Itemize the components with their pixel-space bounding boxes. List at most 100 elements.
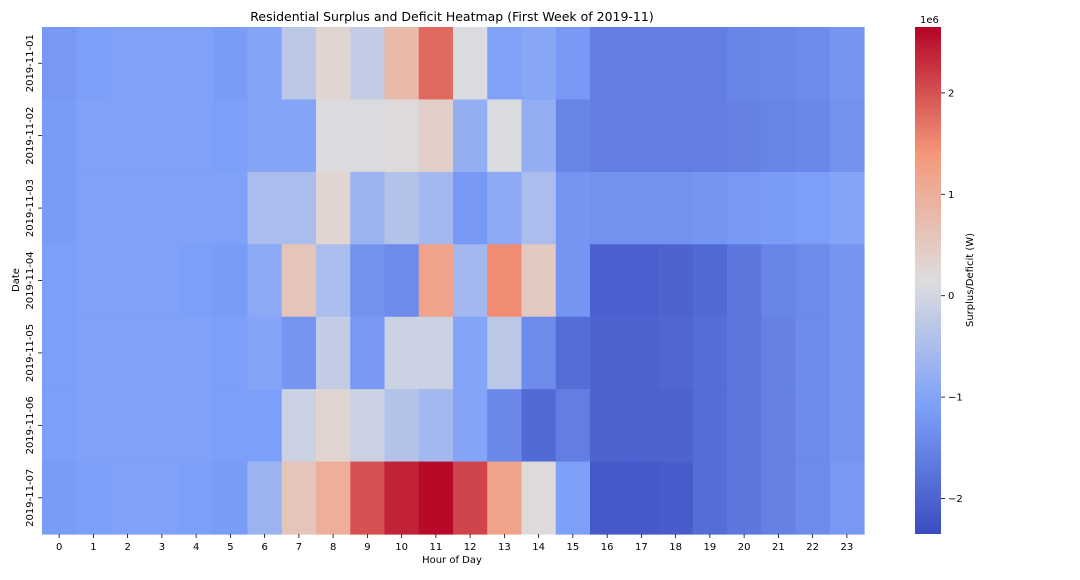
heatmap-cell [829,99,865,173]
x-tick-label: 7 [296,542,302,553]
heatmap-cell [727,27,762,101]
heatmap-cell [76,27,112,101]
heatmap-cell [281,171,317,245]
heatmap-cell [144,461,180,535]
heatmap-cell [418,461,454,535]
heatmap-cell [281,316,317,390]
heatmap-cell [487,389,523,463]
colorbar-tick-label: −1 [948,393,963,404]
heatmap-cell [213,461,249,535]
heatmap-cell [487,99,523,173]
heatmap-cell [658,244,694,318]
heatmap-cell [555,244,591,318]
heatmap-cell [555,171,591,245]
heatmap-cell [761,461,797,535]
colorbar-offset-text: 1e6 [920,15,939,26]
x-tick-label: 17 [635,542,648,553]
heatmap-cell [555,27,591,101]
heatmap-cell [110,389,146,463]
heatmap-cell [829,316,865,390]
heatmap-cell [624,171,660,245]
colorbar-gradient [915,27,941,534]
heatmap-cell [247,389,283,463]
heatmap-cell [727,389,762,463]
heatmap-cell [316,244,351,318]
heatmap-cell [727,244,762,318]
x-tick-label: 2 [124,542,130,553]
colorbar-tick-label: 0 [948,291,954,302]
heatmap-cell [590,27,625,101]
heatmap-cell [42,316,77,390]
heatmap-cell [316,461,351,535]
x-tick-label: 3 [159,542,165,553]
heatmap-cell [487,171,523,245]
x-tick-label: 13 [498,542,511,553]
heatmap-cell [487,461,523,535]
heatmap-cell [795,99,831,173]
heatmap-cell [829,244,865,318]
colorbar-tick-label: −2 [948,494,963,505]
heatmap-cell [761,99,797,173]
heatmap-cell [316,99,351,173]
heatmap-cell [692,171,728,245]
heatmap-cell [418,389,454,463]
heatmap-cell [384,27,420,101]
heatmap-cell [247,99,283,173]
x-tick-label: 22 [806,542,819,553]
heatmap-cell [487,244,523,318]
heatmap-cell [453,99,488,173]
heatmap-cell [281,461,317,535]
heatmap-cell [795,316,831,390]
heatmap-cell [384,316,420,390]
heatmap-cell [247,316,283,390]
heatmap-cell [213,27,249,101]
heatmap-cell [350,461,386,535]
heatmap-cell [555,316,591,390]
heatmap-cell [76,99,112,173]
heatmap-cell [761,27,797,101]
heatmap-cell [590,244,625,318]
heatmap-cell [110,99,146,173]
heatmap-cell [42,244,77,318]
heatmap-cell [247,171,283,245]
heatmap-cell [795,27,831,101]
heatmap-cell [144,27,180,101]
heatmap-cell [590,316,625,390]
heatmap-cell [76,461,112,535]
heatmap-cell [179,389,214,463]
heatmap-cell [487,27,523,101]
heatmap-cell [658,99,694,173]
heatmap-cell [384,389,420,463]
y-axis: 2019-11-01 2019-11-02 2019-11-03 2019-11-04… [25,34,42,527]
heatmap-cell [829,27,865,101]
heatmap-cell [42,461,77,535]
y-tick-label: 2019-11-06 [25,396,36,454]
x-tick-label: 4 [193,542,199,553]
heatmap-cell [795,389,831,463]
heatmap-cell [144,316,180,390]
heatmap-cell [761,244,797,318]
x-tick-label: 0 [56,542,62,553]
heatmap-cell [555,461,591,535]
y-tick-label: 2019-11-04 [25,251,36,309]
heatmap-cell [624,461,660,535]
heatmap-cell [76,389,112,463]
heatmap-cell [727,316,762,390]
x-tick-label: 19 [704,542,717,553]
heatmap-cell [521,171,557,245]
heatmap-cell [247,27,283,101]
heatmap-cell [247,244,283,318]
heatmap-cell [213,316,249,390]
heatmap-cell [555,389,591,463]
x-tick-label: 16 [601,542,614,553]
x-tick-label: 23 [841,542,854,553]
colorbar: −2 −1 0 1 2 1e6 Surplus/Deficit (W) [915,15,976,534]
heatmap-cell [761,316,797,390]
heatmap-cell [692,461,728,535]
x-axis-label: Hour of Day [422,555,482,566]
heatmap-cell [179,461,214,535]
y-tick-label: 2019-11-01 [25,34,36,92]
x-tick-label: 5 [227,542,233,553]
x-axis: 0 1 2 3 4 5 6 7 8 9 10 11 12 13 14 15 16 17 18 19 20 21 22 23 [56,534,853,553]
